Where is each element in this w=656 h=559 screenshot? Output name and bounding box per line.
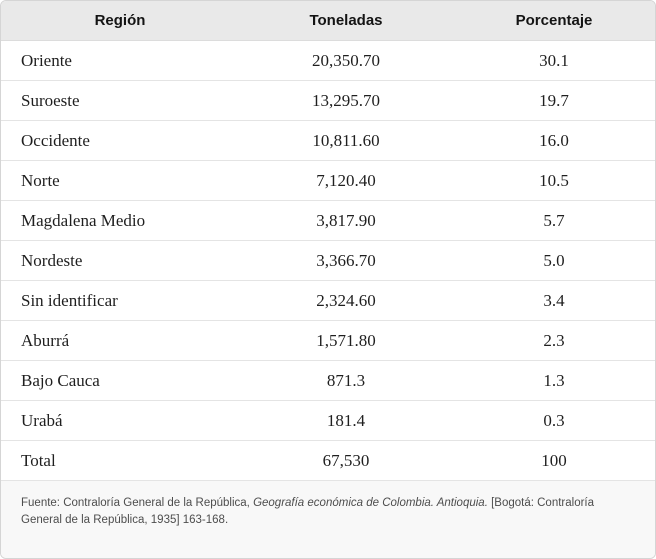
cell-porcentaje: 0.3	[453, 400, 655, 441]
cell-porcentaje: 100	[453, 440, 655, 481]
cell-porcentaje: 16.0	[453, 120, 655, 161]
table-row: Nordeste 3,366.70 5.0	[1, 240, 655, 281]
table-row: Suroeste 13,295.70 19.7	[1, 80, 655, 121]
column-header-region: Región	[1, 1, 239, 41]
cell-toneladas: 67,530	[239, 440, 453, 481]
cell-toneladas: 13,295.70	[239, 80, 453, 121]
cell-region: Bajo Cauca	[1, 360, 239, 401]
cell-region: Oriente	[1, 40, 239, 81]
cell-porcentaje: 19.7	[453, 80, 655, 121]
cell-region: Nordeste	[1, 240, 239, 281]
cell-porcentaje: 30.1	[453, 40, 655, 81]
table-row: Magdalena Medio 3,817.90 5.7	[1, 200, 655, 241]
cell-region: Sin identificar	[1, 280, 239, 321]
cell-region: Occidente	[1, 120, 239, 161]
table-row: Norte 7,120.40 10.5	[1, 160, 655, 201]
cell-region: Urabá	[1, 400, 239, 441]
source-note-book-title: Geografía económica de Colombia. Antioqu…	[253, 497, 488, 509]
cell-region: Norte	[1, 160, 239, 201]
table-row: Urabá 181.4 0.3	[1, 400, 655, 441]
table-row: Aburrá 1,571.80 2.3	[1, 320, 655, 361]
cell-porcentaje: 5.7	[453, 200, 655, 241]
table-row: Occidente 10,811.60 16.0	[1, 120, 655, 161]
header-row: Región Toneladas Porcentaje	[1, 1, 655, 41]
source-note: Fuente: Contraloría General de la Repúbl…	[1, 481, 655, 558]
regions-table: Región Toneladas Porcentaje Oriente 20,3…	[1, 1, 655, 481]
cell-toneladas: 2,324.60	[239, 280, 453, 321]
cell-toneladas: 10,811.60	[239, 120, 453, 161]
column-header-toneladas: Toneladas	[239, 1, 453, 41]
column-header-porcentaje: Porcentaje	[453, 1, 655, 41]
cell-porcentaje: 2.3	[453, 320, 655, 361]
cell-porcentaje: 1.3	[453, 360, 655, 401]
cell-toneladas: 3,817.90	[239, 200, 453, 241]
table-row: Oriente 20,350.70 30.1	[1, 40, 655, 81]
cell-toneladas: 1,571.80	[239, 320, 453, 361]
cell-region: Magdalena Medio	[1, 200, 239, 241]
table-row: Bajo Cauca 871.3 1.3	[1, 360, 655, 401]
table-row: Sin identificar 2,324.60 3.4	[1, 280, 655, 321]
cell-toneladas: 7,120.40	[239, 160, 453, 201]
cell-region: Aburrá	[1, 320, 239, 361]
cell-toneladas: 20,350.70	[239, 40, 453, 81]
source-note-prefix: Fuente: Contraloría General de la Repúbl…	[21, 497, 254, 509]
cell-region: Total	[1, 440, 239, 481]
cell-toneladas: 871.3	[239, 360, 453, 401]
cell-toneladas: 3,366.70	[239, 240, 453, 281]
cell-toneladas: 181.4	[239, 400, 453, 441]
cell-region: Suroeste	[1, 80, 239, 121]
source-note-suffix: [Bogotá: Contraloría General de la Repúb…	[21, 497, 595, 526]
table-row-total: Total 67,530 100	[1, 440, 655, 481]
cell-porcentaje: 5.0	[453, 240, 655, 281]
cell-porcentaje: 10.5	[453, 160, 655, 201]
cell-porcentaje: 3.4	[453, 280, 655, 321]
